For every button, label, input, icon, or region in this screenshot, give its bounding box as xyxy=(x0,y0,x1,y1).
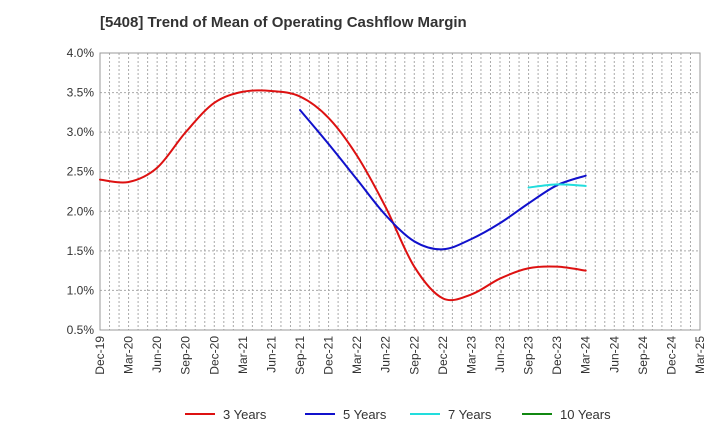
x-tick-label: Dec-19 xyxy=(93,336,107,375)
x-tick-label: Mar-24 xyxy=(579,336,593,374)
x-tick-label: Sep-23 xyxy=(522,336,536,375)
series-line-3-years xyxy=(99,89,587,302)
y-tick-label: 2.0% xyxy=(67,204,95,218)
y-tick-label: 1.0% xyxy=(67,283,95,297)
y-tick-label: 3.0% xyxy=(67,125,95,139)
series-line-5-years xyxy=(299,108,587,251)
legend-label: 7 Years xyxy=(448,407,492,422)
y-axis: 0.5% 1.0% 1.5% 2.0% 2.5% 3.0% 3.5% 4.0% xyxy=(67,46,95,337)
x-tick-label: Mar-22 xyxy=(350,336,364,374)
x-tick-label: Dec-23 xyxy=(550,336,564,375)
x-tick-label: Jun-20 xyxy=(150,336,164,373)
x-tick-label: Jun-23 xyxy=(493,336,507,373)
x-tick-label: Dec-20 xyxy=(207,336,221,375)
x-tick-label: Sep-21 xyxy=(293,336,307,375)
x-tick-label: Dec-21 xyxy=(322,336,336,375)
x-tick-label: Sep-20 xyxy=(179,336,193,375)
x-tick-label: Mar-20 xyxy=(122,336,136,374)
x-tick-label: Sep-24 xyxy=(636,336,650,375)
x-tick-label: Mar-21 xyxy=(236,336,250,374)
grid xyxy=(100,53,700,330)
y-tick-label: 4.0% xyxy=(67,46,95,60)
plot-frame xyxy=(99,52,701,331)
series-line-7-years xyxy=(527,183,587,189)
y-tick-label: 3.5% xyxy=(67,86,95,100)
y-tick-label: 2.5% xyxy=(67,165,95,179)
y-tick-label: 1.5% xyxy=(67,244,95,258)
series-lines xyxy=(99,89,587,302)
legend-label: 5 Years xyxy=(343,407,387,422)
x-tick-label: Sep-22 xyxy=(407,336,421,375)
x-axis: Dec-19 Mar-20 Jun-20 Sep-20 Dec-20 Mar-21 Jun-… xyxy=(93,336,707,375)
x-tick-label: Mar-23 xyxy=(464,336,478,374)
x-tick-label: Dec-24 xyxy=(664,336,678,375)
x-tick-label: Jun-24 xyxy=(607,336,621,373)
x-tick-label: Dec-22 xyxy=(436,336,450,375)
legend: 3 Years 5 Years 7 Years 10 Years xyxy=(185,407,611,422)
chart-title: [5408] Trend of Mean of Operating Cashfl… xyxy=(100,14,467,31)
x-tick-label: Mar-25 xyxy=(693,336,707,374)
legend-label: 10 Years xyxy=(560,407,611,422)
x-tick-label: Jun-21 xyxy=(264,336,278,373)
legend-label: 3 Years xyxy=(223,407,267,422)
y-tick-label: 0.5% xyxy=(67,323,95,337)
x-tick-label: Jun-22 xyxy=(379,336,393,373)
